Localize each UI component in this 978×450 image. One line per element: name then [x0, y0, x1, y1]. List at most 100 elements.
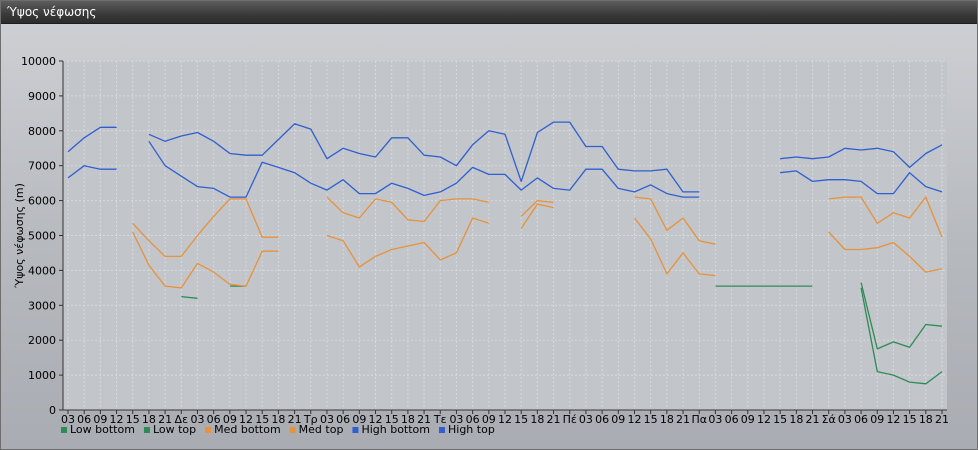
x-tick-label: 15 [255, 413, 269, 426]
series-line-low-top [860, 282, 943, 350]
x-tick-label: 21 [158, 413, 172, 426]
x-tick-label: Τε [433, 413, 447, 426]
y-tick-label: 6000 [28, 195, 56, 208]
series-line-high-bottom [780, 170, 943, 195]
x-tick-label: 06 [466, 413, 480, 426]
legend-label: Low bottom [70, 423, 135, 436]
x-tick-label: 18 [919, 413, 933, 426]
legend-swatch [205, 427, 212, 433]
x-tick-label: 21 [288, 413, 302, 426]
x-tick-label: 18 [789, 413, 803, 426]
y-tick-label: 3000 [28, 299, 56, 312]
series-line-low-top [181, 295, 198, 299]
x-tick-label: 21 [806, 413, 820, 426]
x-tick-label: Τρ [303, 413, 318, 426]
series-line-med-bottom [132, 231, 279, 289]
x-tick-label: 15 [126, 413, 140, 426]
y-tick-label: 7000 [28, 160, 56, 173]
x-tick-label: 12 [498, 413, 512, 426]
x-tick-label: 18 [271, 413, 285, 426]
x-tick-label: Πέ [563, 413, 577, 426]
legend-label: High bottom [361, 423, 430, 436]
x-tick-label: 12 [110, 413, 124, 426]
y-axis-label: Ύψος νέφωσης (m) [13, 183, 26, 289]
x-tick-label: 21 [935, 413, 949, 426]
x-tick-label: 09 [870, 413, 884, 426]
x-tick-label: 09 [482, 413, 496, 426]
x-tick-label: 09 [93, 413, 107, 426]
legend-swatch [352, 427, 359, 433]
x-tick-label: 18 [401, 413, 415, 426]
series-line-high-top [780, 144, 943, 169]
x-tick-label: 18 [530, 413, 544, 426]
y-tick-label: 10000 [21, 55, 56, 68]
y-tick-label: 0 [49, 404, 56, 417]
series-line-med-top [634, 196, 716, 245]
x-tick-label: 15 [514, 413, 528, 426]
x-tick-label: 03 [320, 413, 334, 426]
x-tick-label: 12 [757, 413, 771, 426]
series-line-med-bottom [633, 217, 716, 277]
x-tick-label: 03 [838, 413, 852, 426]
y-tick-label: 5000 [28, 230, 56, 243]
series-line-med-bottom [326, 217, 490, 268]
x-tick-label: 15 [644, 413, 658, 426]
x-tick-label: Σά [822, 413, 836, 426]
series-line-high-bottom [67, 165, 117, 179]
x-tick-label: 15 [773, 413, 787, 426]
y-tick-label: 4000 [28, 264, 56, 277]
series-line-high-bottom [148, 140, 700, 198]
series-line-high-top [148, 121, 700, 193]
x-tick-label: 18 [142, 413, 156, 426]
series-line-low-bottom [860, 287, 943, 385]
series-line-med-top [326, 196, 489, 223]
x-tick-label: 03 [708, 413, 722, 426]
x-tick-label: 06 [854, 413, 868, 426]
x-tick-label: Πα [691, 413, 707, 426]
x-tick-label: 15 [903, 413, 917, 426]
x-tick-label: 03 [190, 413, 204, 426]
x-tick-label: Δε [175, 413, 189, 426]
x-tick-label: 21 [547, 413, 561, 426]
x-tick-label: 06 [725, 413, 739, 426]
x-tick-label: 12 [239, 413, 253, 426]
y-tick-label: 8000 [28, 125, 56, 138]
x-tick-label: 18 [660, 413, 674, 426]
x-tick-label: 09 [611, 413, 625, 426]
legend-swatch [61, 427, 67, 433]
x-tick-label: 06 [77, 413, 91, 426]
x-tick-label: 09 [741, 413, 755, 426]
x-tick-label: 03 [449, 413, 463, 426]
x-tick-label: 12 [627, 413, 641, 426]
x-tick-label: 15 [385, 413, 399, 426]
series-line-med-bottom [520, 203, 554, 229]
legend-label: Med bottom [214, 423, 281, 436]
series-line-med-top [132, 198, 279, 258]
legend-label: Low top [153, 423, 196, 436]
legend-swatch [289, 427, 296, 433]
legend-label: High top [448, 423, 495, 436]
series-line-med-bottom [828, 231, 943, 273]
y-tick-label: 1000 [28, 369, 56, 382]
y-tick-label: 9000 [28, 90, 56, 103]
series-line-med-top [520, 199, 554, 217]
x-tick-label: 03 [61, 413, 75, 426]
series-line-high-top [67, 126, 117, 153]
x-tick-label: 06 [336, 413, 350, 426]
x-tick-label: 12 [886, 413, 900, 426]
title-bar: Ύψος νέφωσης [1, 1, 977, 24]
legend-swatch [143, 427, 150, 433]
x-tick-label: 21 [676, 413, 690, 426]
y-tick-label: 2000 [28, 334, 56, 347]
x-tick-label: 06 [207, 413, 221, 426]
x-tick-label: 09 [352, 413, 366, 426]
legend-label: Med top [299, 423, 344, 436]
legend-swatch [439, 427, 445, 433]
x-tick-label: 06 [595, 413, 609, 426]
x-tick-label: 03 [579, 413, 593, 426]
x-tick-label: 12 [369, 413, 383, 426]
window-title: Ύψος νέφωσης [7, 5, 97, 19]
series-line-med-top [828, 196, 943, 238]
